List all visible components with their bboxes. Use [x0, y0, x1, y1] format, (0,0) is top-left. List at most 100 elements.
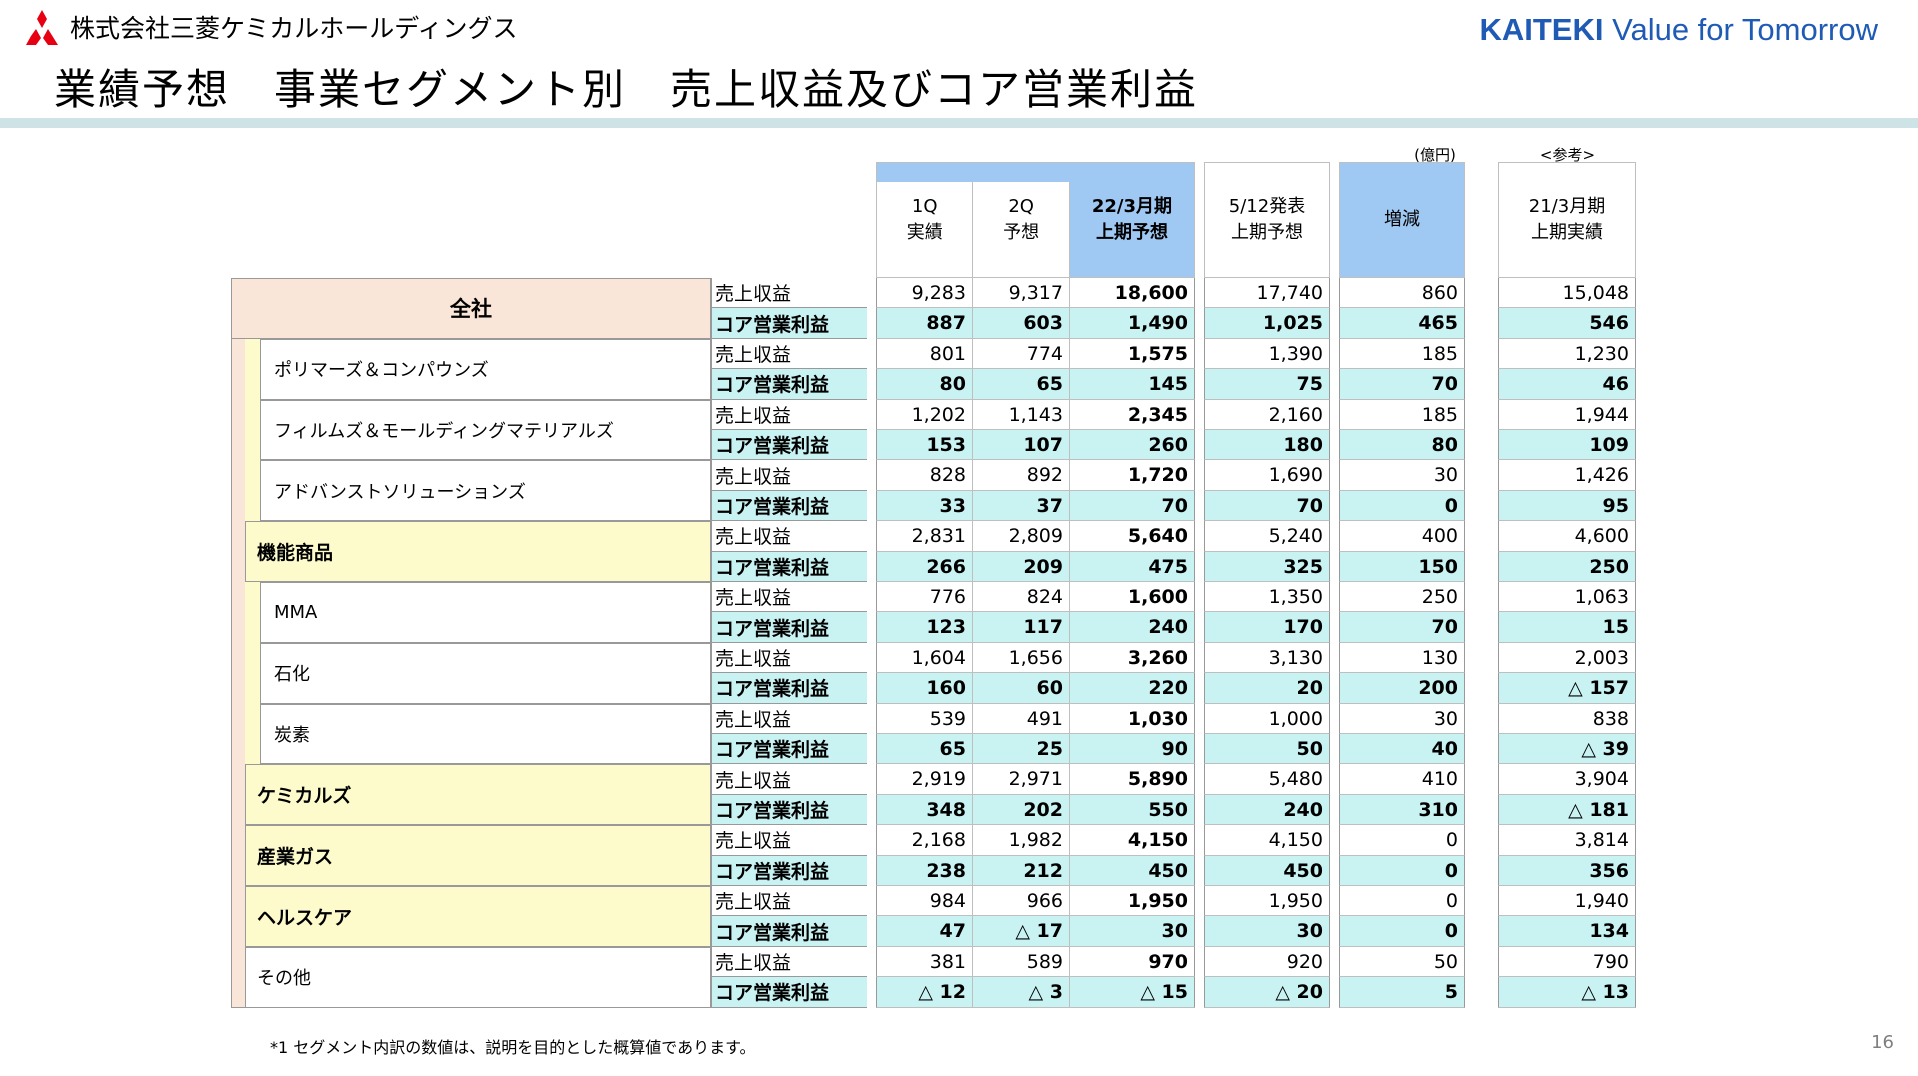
table-cell: △ 12	[876, 977, 972, 1008]
table-cell: 3,904	[1498, 764, 1636, 795]
table-cell: 185	[1339, 399, 1465, 430]
table-cell: 5	[1339, 977, 1465, 1008]
row-label-core: コア営業利益	[711, 308, 867, 339]
table-cell: 4,150	[1069, 825, 1195, 856]
table-cell: 180	[1204, 430, 1330, 461]
table-cell: 65	[876, 734, 972, 765]
table-cell: 70	[1069, 490, 1195, 522]
table-cell: 2,809	[972, 521, 1069, 552]
table-cell: 887	[876, 308, 972, 339]
table-cell: 150	[1339, 551, 1465, 582]
page-title: 業績予想 事業セグメント別 売上収益及びコア営業利益	[54, 65, 1199, 114]
row-label-core: コア営業利益	[711, 673, 867, 704]
table-cell: 65	[972, 369, 1069, 400]
table-cell: 475	[1069, 551, 1195, 582]
table-cell: 70	[1339, 612, 1465, 643]
table-cell: 40	[1339, 734, 1465, 765]
table-cell: 774	[972, 338, 1069, 370]
table-cell: 30	[1069, 916, 1195, 947]
table-cell: 603	[972, 308, 1069, 339]
table-cell: 1,950	[1204, 886, 1330, 917]
table-cell: 117	[972, 612, 1069, 643]
table-cell: △ 157	[1498, 673, 1636, 704]
company-name: 株式会社三菱ケミカルホールディングス	[70, 14, 518, 43]
table-cell: 9,317	[972, 278, 1069, 309]
table-cell: 1,025	[1204, 308, 1330, 339]
table-cell: 1,604	[876, 642, 972, 674]
table-cell: 50	[1204, 734, 1330, 765]
table-cell: 202	[972, 794, 1069, 826]
table-cell: 0	[1339, 490, 1465, 522]
company-logo: 株式会社三菱ケミカルホールディングス	[24, 9, 518, 45]
table-cell: 47	[876, 916, 972, 947]
segment-indent-band	[245, 338, 261, 400]
table-cell: 2,003	[1498, 642, 1636, 674]
segment-indent-band	[245, 460, 261, 522]
row-label-revenue: 売上収益	[711, 946, 867, 978]
table-cell: 30	[1204, 916, 1330, 947]
table-cell: △ 13	[1498, 977, 1636, 1008]
table-cell: 920	[1204, 946, 1330, 978]
row-label-core: コア営業利益	[711, 612, 867, 643]
segment-name: 産業ガス	[245, 825, 711, 886]
segment-name: ヘルスケア	[245, 886, 711, 947]
table-cell: 3,130	[1204, 642, 1330, 674]
table-cell: 4,600	[1498, 521, 1636, 552]
table-cell: 60	[972, 673, 1069, 704]
table-cell: 46	[1498, 369, 1636, 400]
table-cell: 50	[1339, 946, 1465, 978]
segment-name: ケミカルズ	[245, 764, 711, 826]
segment-name: ポリマーズ＆コンパウンズ	[245, 338, 711, 400]
table-cell: 984	[876, 886, 972, 917]
table-cell: 801	[876, 338, 972, 370]
table-cell: 589	[972, 946, 1069, 978]
row-label-revenue: 売上収益	[711, 460, 867, 491]
table-cell: 250	[1339, 582, 1465, 613]
table-cell: 1,490	[1069, 308, 1195, 339]
three-diamonds-icon	[26, 10, 58, 45]
table-cell: 1,426	[1498, 460, 1636, 491]
table-cell: 260	[1069, 430, 1195, 461]
row-label-revenue: 売上収益	[711, 521, 867, 552]
table-cell: 400	[1339, 521, 1465, 552]
table-cell: 325	[1204, 551, 1330, 582]
table-cell: 200	[1339, 673, 1465, 704]
brand-slogan-rest: Value for Tomorrow	[1603, 12, 1878, 47]
table-cell: 145	[1069, 369, 1195, 400]
table-cell: 212	[972, 855, 1069, 886]
table-cell: △ 20	[1204, 977, 1330, 1008]
table-cell: 1,600	[1069, 582, 1195, 613]
footnote: *1 セグメント内訳の数値は、説明を目的とした概算値であります。	[270, 1038, 756, 1057]
table-cell: 170	[1204, 612, 1330, 643]
table-cell: 1,656	[972, 642, 1069, 674]
row-label-revenue: 売上収益	[711, 582, 867, 613]
table-cell: 1,030	[1069, 703, 1195, 734]
row-label-core: コア営業利益	[711, 490, 867, 522]
table-cell: 5,640	[1069, 521, 1195, 552]
table-cell: 109	[1498, 430, 1636, 461]
segment-indent-band	[245, 399, 261, 461]
table-cell: 2,831	[876, 521, 972, 552]
table-cell: 824	[972, 582, 1069, 613]
table-cell: 134	[1498, 916, 1636, 947]
table-cell: △ 15	[1069, 977, 1195, 1008]
table-cell: 107	[972, 430, 1069, 461]
table-cell: 123	[876, 612, 972, 643]
row-label-revenue: 売上収益	[711, 825, 867, 856]
unit-note: (億円)	[1414, 146, 1456, 164]
table-cell: 2,345	[1069, 399, 1195, 430]
table-cell: 1,390	[1204, 338, 1330, 370]
table-cell: 828	[876, 460, 972, 491]
table-cell: 9,283	[876, 278, 972, 309]
table-cell: 1,202	[876, 399, 972, 430]
table-cell: 5,240	[1204, 521, 1330, 552]
table-cell: 838	[1498, 703, 1636, 734]
table-cell: 381	[876, 946, 972, 978]
table-cell: 0	[1339, 916, 1465, 947]
table-cell: 75	[1204, 369, 1330, 400]
segment-name: 全社	[231, 278, 711, 339]
table-cell: 5,480	[1204, 764, 1330, 795]
table-cell: 37	[972, 490, 1069, 522]
table-cell: 0	[1339, 855, 1465, 886]
table-cell: 1,350	[1204, 582, 1330, 613]
